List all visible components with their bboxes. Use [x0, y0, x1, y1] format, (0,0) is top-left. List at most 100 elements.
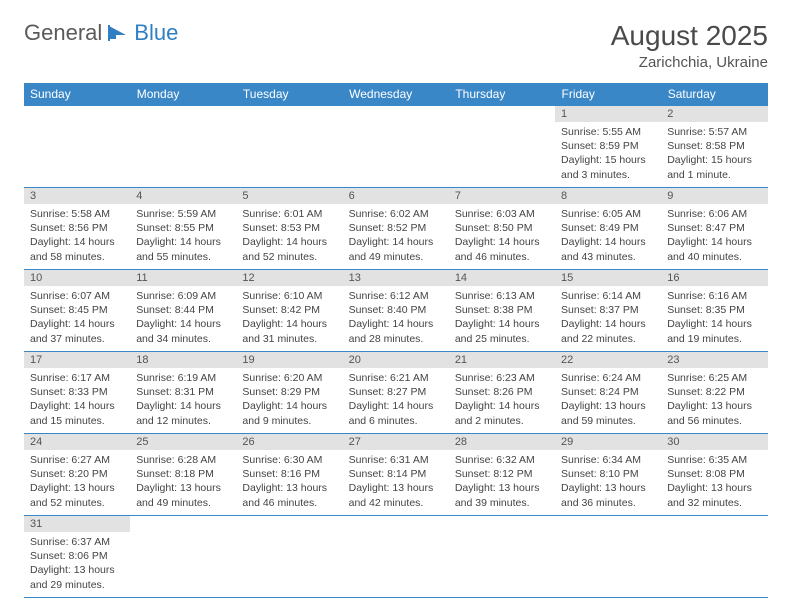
title-block: August 2025 Zarichchia, Ukraine	[611, 20, 768, 71]
day-line-sr: Sunrise: 6:27 AM	[30, 453, 124, 467]
logo-text-blue: Blue	[134, 20, 178, 46]
day-line-sr: Sunrise: 6:35 AM	[667, 453, 761, 467]
day-number: 11	[130, 270, 236, 286]
day-line-d2: and 1 minute.	[667, 168, 761, 182]
day-line-sr: Sunrise: 6:23 AM	[455, 371, 549, 385]
day-content: Sunrise: 6:20 AMSunset: 8:29 PMDaylight:…	[236, 368, 342, 432]
calendar-cell: 22Sunrise: 6:24 AMSunset: 8:24 PMDayligh…	[555, 352, 661, 434]
day-line-d2: and 12 minutes.	[136, 414, 230, 428]
day-content: Sunrise: 6:28 AMSunset: 8:18 PMDaylight:…	[130, 450, 236, 514]
day-line-sr: Sunrise: 6:25 AM	[667, 371, 761, 385]
calendar-cell: 13Sunrise: 6:12 AMSunset: 8:40 PMDayligh…	[343, 270, 449, 352]
day-line-sr: Sunrise: 6:02 AM	[349, 207, 443, 221]
day-line-sr: Sunrise: 6:34 AM	[561, 453, 655, 467]
day-content: Sunrise: 5:57 AMSunset: 8:58 PMDaylight:…	[661, 122, 767, 186]
day-number: 3	[24, 188, 130, 204]
day-content: Sunrise: 6:23 AMSunset: 8:26 PMDaylight:…	[449, 368, 555, 432]
calendar-week-row: 17Sunrise: 6:17 AMSunset: 8:33 PMDayligh…	[24, 352, 768, 434]
day-number: 9	[661, 188, 767, 204]
calendar-cell: 14Sunrise: 6:13 AMSunset: 8:38 PMDayligh…	[449, 270, 555, 352]
day-line-d2: and 58 minutes.	[30, 250, 124, 264]
calendar-cell: 17Sunrise: 6:17 AMSunset: 8:33 PMDayligh…	[24, 352, 130, 434]
calendar-cell: 19Sunrise: 6:20 AMSunset: 8:29 PMDayligh…	[236, 352, 342, 434]
day-line-d2: and 34 minutes.	[136, 332, 230, 346]
calendar-cell: 15Sunrise: 6:14 AMSunset: 8:37 PMDayligh…	[555, 270, 661, 352]
day-line-ss: Sunset: 8:55 PM	[136, 221, 230, 235]
day-line-d2: and 29 minutes.	[30, 578, 124, 592]
day-content: Sunrise: 6:19 AMSunset: 8:31 PMDaylight:…	[130, 368, 236, 432]
calendar-cell: 12Sunrise: 6:10 AMSunset: 8:42 PMDayligh…	[236, 270, 342, 352]
day-content: Sunrise: 6:07 AMSunset: 8:45 PMDaylight:…	[24, 286, 130, 350]
day-content: Sunrise: 5:55 AMSunset: 8:59 PMDaylight:…	[555, 122, 661, 186]
day-line-d1: Daylight: 14 hours	[242, 235, 336, 249]
day-line-sr: Sunrise: 6:05 AM	[561, 207, 655, 221]
day-number: 29	[555, 434, 661, 450]
day-line-ss: Sunset: 8:50 PM	[455, 221, 549, 235]
calendar-cell: 30Sunrise: 6:35 AMSunset: 8:08 PMDayligh…	[661, 434, 767, 516]
calendar-cell	[449, 516, 555, 598]
weekday-header: Monday	[130, 83, 236, 106]
day-line-ss: Sunset: 8:56 PM	[30, 221, 124, 235]
calendar-cell	[449, 106, 555, 188]
logo-flag-icon	[108, 24, 130, 42]
day-number: 31	[24, 516, 130, 532]
day-line-sr: Sunrise: 6:17 AM	[30, 371, 124, 385]
day-line-sr: Sunrise: 6:31 AM	[349, 453, 443, 467]
weekday-header: Tuesday	[236, 83, 342, 106]
day-line-d2: and 2 minutes.	[455, 414, 549, 428]
day-line-d1: Daylight: 14 hours	[561, 235, 655, 249]
day-line-d2: and 49 minutes.	[349, 250, 443, 264]
day-number: 27	[343, 434, 449, 450]
calendar-cell: 28Sunrise: 6:32 AMSunset: 8:12 PMDayligh…	[449, 434, 555, 516]
day-line-d2: and 39 minutes.	[455, 496, 549, 510]
calendar-cell: 21Sunrise: 6:23 AMSunset: 8:26 PMDayligh…	[449, 352, 555, 434]
day-line-sr: Sunrise: 6:19 AM	[136, 371, 230, 385]
day-line-d1: Daylight: 14 hours	[667, 317, 761, 331]
day-line-d2: and 36 minutes.	[561, 496, 655, 510]
day-content: Sunrise: 6:30 AMSunset: 8:16 PMDaylight:…	[236, 450, 342, 514]
calendar-cell	[555, 516, 661, 598]
day-line-d2: and 52 minutes.	[242, 250, 336, 264]
day-line-ss: Sunset: 8:06 PM	[30, 549, 124, 563]
day-line-ss: Sunset: 8:12 PM	[455, 467, 549, 481]
day-line-sr: Sunrise: 6:24 AM	[561, 371, 655, 385]
day-line-sr: Sunrise: 6:03 AM	[455, 207, 549, 221]
day-line-ss: Sunset: 8:47 PM	[667, 221, 761, 235]
day-content: Sunrise: 6:17 AMSunset: 8:33 PMDaylight:…	[24, 368, 130, 432]
day-number: 28	[449, 434, 555, 450]
day-line-d2: and 6 minutes.	[349, 414, 443, 428]
day-line-ss: Sunset: 8:35 PM	[667, 303, 761, 317]
day-number: 1	[555, 106, 661, 122]
day-number: 5	[236, 188, 342, 204]
day-line-d2: and 9 minutes.	[242, 414, 336, 428]
calendar-cell	[661, 516, 767, 598]
day-line-sr: Sunrise: 6:07 AM	[30, 289, 124, 303]
day-line-ss: Sunset: 8:20 PM	[30, 467, 124, 481]
day-number: 19	[236, 352, 342, 368]
day-number: 20	[343, 352, 449, 368]
month-title: August 2025	[611, 20, 768, 52]
calendar-cell: 3Sunrise: 5:58 AMSunset: 8:56 PMDaylight…	[24, 188, 130, 270]
day-line-d1: Daylight: 14 hours	[242, 399, 336, 413]
day-line-ss: Sunset: 8:59 PM	[561, 139, 655, 153]
day-line-ss: Sunset: 8:40 PM	[349, 303, 443, 317]
day-content: Sunrise: 6:14 AMSunset: 8:37 PMDaylight:…	[555, 286, 661, 350]
calendar-cell	[343, 106, 449, 188]
day-line-sr: Sunrise: 6:20 AM	[242, 371, 336, 385]
day-line-d2: and 56 minutes.	[667, 414, 761, 428]
day-line-d1: Daylight: 14 hours	[455, 399, 549, 413]
day-line-ss: Sunset: 8:49 PM	[561, 221, 655, 235]
day-line-ss: Sunset: 8:33 PM	[30, 385, 124, 399]
day-line-d2: and 3 minutes.	[561, 168, 655, 182]
day-line-d1: Daylight: 13 hours	[561, 399, 655, 413]
day-line-sr: Sunrise: 6:30 AM	[242, 453, 336, 467]
weekday-header: Friday	[555, 83, 661, 106]
day-line-d2: and 59 minutes.	[561, 414, 655, 428]
day-number: 14	[449, 270, 555, 286]
calendar-week-row: 10Sunrise: 6:07 AMSunset: 8:45 PMDayligh…	[24, 270, 768, 352]
day-line-sr: Sunrise: 6:37 AM	[30, 535, 124, 549]
day-line-d2: and 15 minutes.	[30, 414, 124, 428]
day-content: Sunrise: 6:03 AMSunset: 8:50 PMDaylight:…	[449, 204, 555, 268]
day-line-ss: Sunset: 8:31 PM	[136, 385, 230, 399]
day-line-d1: Daylight: 14 hours	[349, 235, 443, 249]
